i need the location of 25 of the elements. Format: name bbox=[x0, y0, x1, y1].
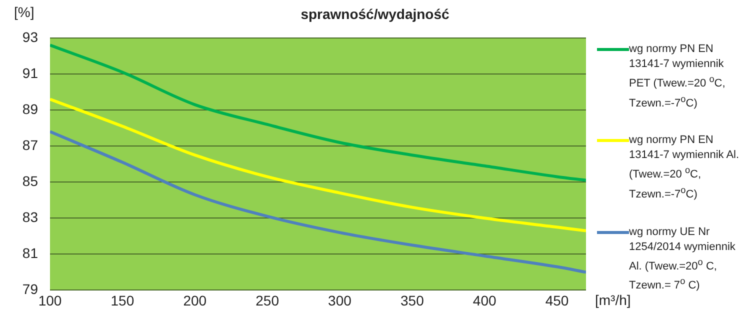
y-axis-title: [%] bbox=[14, 4, 34, 20]
x-axis-title: [m³/h] bbox=[595, 292, 631, 308]
y-tick-label: 91 bbox=[22, 64, 38, 81]
y-tick-label: 83 bbox=[22, 209, 38, 225]
y-tick-label: 93 bbox=[22, 28, 38, 45]
x-tick-label: 100 bbox=[38, 292, 62, 308]
line-series bbox=[50, 130, 586, 274]
chart-title: sprawność/wydajność bbox=[300, 6, 450, 22]
line-series bbox=[50, 98, 586, 232]
y-tick-label: 79 bbox=[22, 281, 38, 298]
line-series bbox=[50, 44, 586, 182]
y-tick-label: 81 bbox=[22, 245, 38, 262]
x-tick-label: 400 bbox=[472, 292, 496, 308]
y-tick-label: 87 bbox=[22, 136, 38, 153]
text: wg normy UE Nr 1254/2014 wymiennik Al. (Twew.=20$^{o}$ C, Tzewn.= 7$^{o}$ C) bbox=[629, 226, 736, 292]
text: wg normy PN EN 13141-7 wymiennik PET (Twew.=20 $^{o}$C, Tzewn.=-7$^{o}$C) bbox=[629, 43, 726, 110]
x-tick-label: 200 bbox=[183, 292, 207, 308]
x-tick-label: 150 bbox=[110, 292, 134, 308]
x-tick-label: 300 bbox=[328, 292, 352, 308]
x-tick-label: 450 bbox=[545, 292, 569, 308]
x-tick-label: 250 bbox=[256, 292, 280, 308]
x-tick-label: 350 bbox=[400, 292, 424, 308]
legend-label: wg normy PN EN 13141-7 wymiennik Al. (Twew.=20 $^{o}$C, Tzewn.=-7$^{o}$C) bbox=[629, 133, 740, 203]
y-tick-label: 85 bbox=[22, 172, 38, 189]
y-tick-label: 89 bbox=[22, 100, 38, 117]
